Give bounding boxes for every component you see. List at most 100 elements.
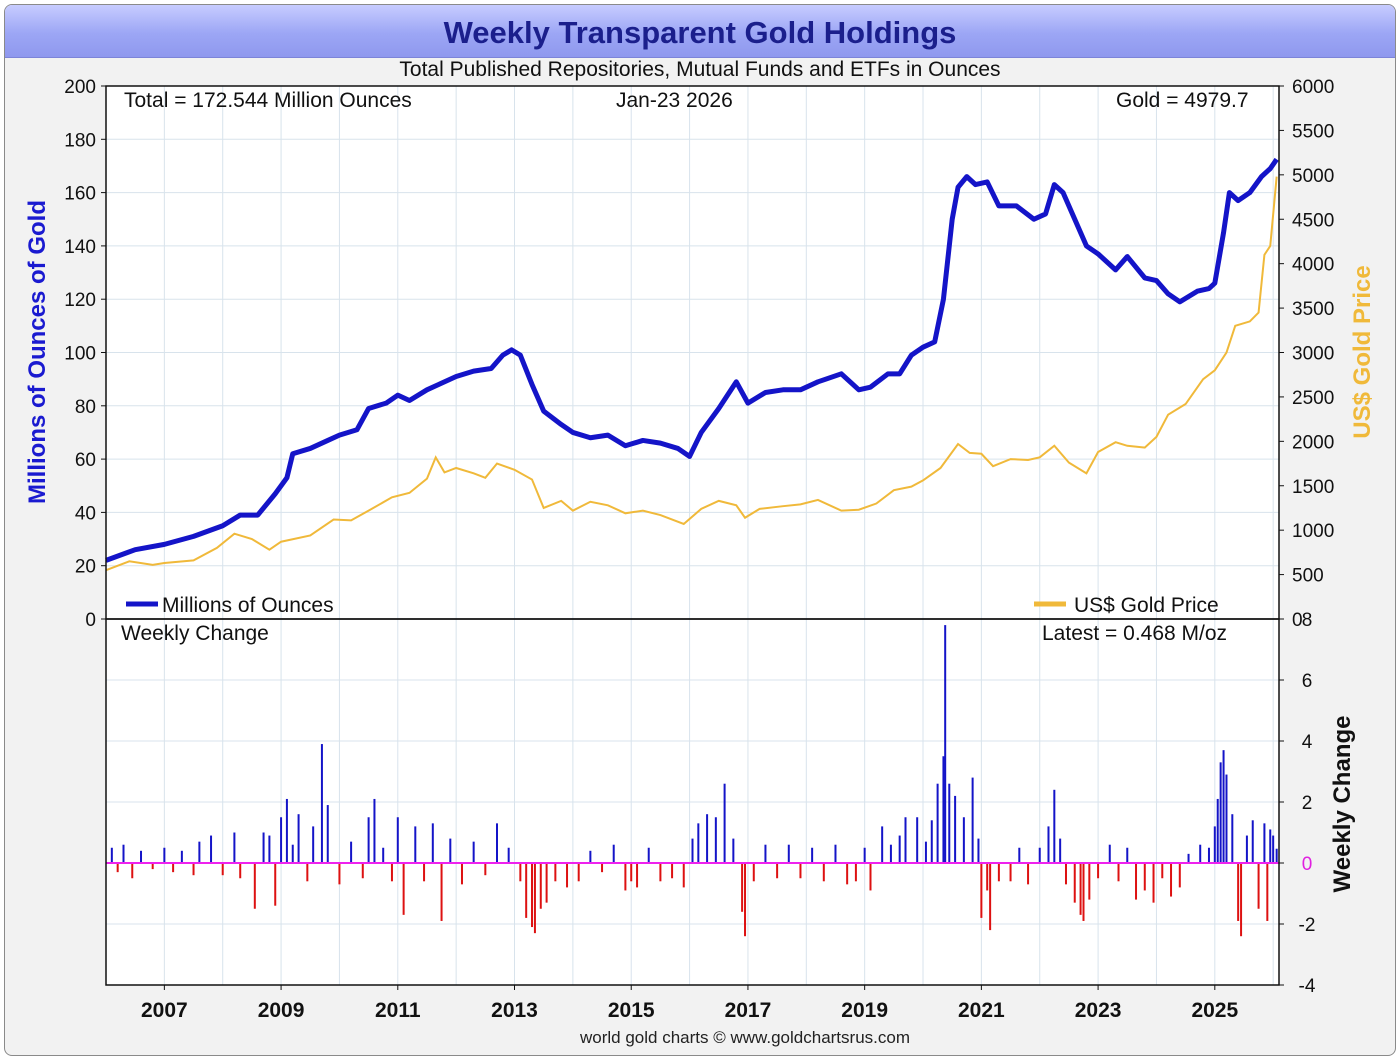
weekly-change-bar bbox=[1178, 863, 1181, 888]
x-tick-label: 2023 bbox=[1075, 999, 1122, 1022]
weekly-change-bar bbox=[752, 863, 755, 882]
weekly-change-bar bbox=[440, 863, 443, 921]
weekly-change-bar bbox=[846, 863, 849, 885]
weekly-change-bar bbox=[472, 841, 475, 863]
y-tick-label-left: 140 bbox=[64, 237, 96, 258]
x-tick-label: 2013 bbox=[491, 999, 538, 1022]
y-tick-label-right: 1000 bbox=[1292, 521, 1334, 542]
weekly-change-bar bbox=[390, 863, 393, 882]
weekly-change-bar bbox=[601, 863, 604, 873]
weekly-change-bar bbox=[1143, 863, 1146, 891]
weekly-change-bar bbox=[1161, 863, 1164, 879]
weekly-change-tick-label: -2 bbox=[1299, 915, 1316, 936]
weekly-change-bar bbox=[1108, 844, 1111, 863]
weekly-change-bar bbox=[414, 826, 417, 863]
weekly-change-bar bbox=[659, 863, 662, 882]
weekly-change-tick-label: 4 bbox=[1302, 732, 1313, 753]
weekly-change-bar bbox=[942, 756, 945, 863]
weekly-change-bar bbox=[980, 863, 983, 918]
weekly-change-bar bbox=[192, 863, 195, 876]
weekly-change-bar bbox=[589, 850, 592, 863]
weekly-change-tick-label: 6 bbox=[1302, 671, 1313, 692]
y-tick-label-left: 100 bbox=[64, 344, 96, 365]
weekly-change-bar bbox=[691, 838, 694, 863]
y-tick-label-right: 4500 bbox=[1292, 210, 1334, 231]
y-tick-label-left: 0 bbox=[85, 610, 96, 631]
weekly-change-bar bbox=[449, 838, 452, 863]
weekly-change-tick-label: 2 bbox=[1302, 793, 1313, 814]
weekly-change-bar bbox=[285, 798, 288, 863]
weekly-change-bar bbox=[496, 823, 498, 863]
weekly-change-bar bbox=[423, 863, 426, 882]
y-tick-label-right: 4000 bbox=[1292, 255, 1334, 276]
weekly-change-bar bbox=[460, 863, 463, 885]
weekly-change-bar bbox=[140, 850, 143, 863]
y-tick-label-right: 3000 bbox=[1292, 344, 1334, 365]
weekly-change-bar bbox=[936, 783, 939, 863]
weekly-change-bar bbox=[647, 847, 650, 863]
weekly-change-bar bbox=[1053, 789, 1056, 863]
weekly-change-bar bbox=[1231, 814, 1234, 863]
weekly-change-bar bbox=[971, 777, 974, 863]
weekly-change-bar bbox=[977, 838, 980, 863]
weekly-change-bar bbox=[1257, 863, 1260, 909]
weekly-change-bar bbox=[1018, 847, 1021, 863]
weekly-change-bar bbox=[531, 863, 534, 928]
weekly-change-bar bbox=[697, 823, 700, 863]
weekly-change-bar bbox=[1073, 863, 1076, 903]
holdings-line bbox=[105, 157, 1279, 563]
footer-credit: world gold charts © www.goldchartsrus.co… bbox=[580, 1028, 910, 1047]
weekly-change-bar bbox=[1117, 863, 1120, 882]
weekly-change-bar bbox=[198, 841, 201, 863]
latest-change-annotation: Latest = 0.468 M/oz bbox=[1042, 622, 1228, 645]
y-tick-label-right: 5500 bbox=[1292, 121, 1334, 142]
y-tick-label-right: 3500 bbox=[1292, 299, 1334, 320]
weekly-change-bar bbox=[1237, 863, 1240, 921]
weekly-change-bar bbox=[1266, 863, 1269, 921]
weekly-change-bar bbox=[1225, 774, 1228, 863]
weekly-change-bar bbox=[396, 817, 399, 863]
weekly-change-bar bbox=[274, 863, 277, 906]
weekly-change-bar bbox=[484, 863, 487, 876]
weekly-change-bar bbox=[744, 863, 747, 937]
y-tick-label-right: 500 bbox=[1292, 566, 1324, 587]
weekly-change-bar bbox=[172, 863, 175, 873]
weekly-change-bar bbox=[577, 863, 580, 882]
weekly-change-bar bbox=[863, 847, 866, 863]
y-tick-label-left: 160 bbox=[64, 184, 96, 205]
weekly-change-bar bbox=[834, 844, 837, 863]
weekly-change-bar bbox=[1269, 829, 1272, 863]
weekly-change-bar bbox=[519, 863, 522, 882]
weekly-change-bar bbox=[1027, 863, 1030, 885]
weekly-change-bar bbox=[554, 863, 557, 882]
weekly-change-bar bbox=[151, 863, 154, 870]
x-tick-label: 2011 bbox=[375, 999, 421, 1022]
weekly-change-bar bbox=[764, 844, 767, 863]
weekly-change-bar bbox=[533, 863, 536, 934]
y-tick-label-right: 0 bbox=[1292, 610, 1303, 631]
weekly-change-bar bbox=[1047, 826, 1050, 863]
weekly-change-bar bbox=[566, 863, 569, 888]
weekly-change-bar bbox=[1135, 863, 1138, 900]
weekly-change-bar bbox=[320, 744, 323, 863]
weekly-change-bar bbox=[1207, 847, 1210, 863]
weekly-change-bar bbox=[1009, 863, 1012, 882]
x-tick-label: 2021 bbox=[958, 999, 1005, 1022]
weekly-change-bar bbox=[233, 832, 236, 863]
y-tick-label-left: 200 bbox=[64, 77, 96, 98]
weekly-change-tick-label: -4 bbox=[1299, 976, 1316, 997]
x-tick-label: 2015 bbox=[608, 999, 655, 1022]
weekly-change-bar bbox=[367, 817, 370, 863]
weekly-change-bar bbox=[1187, 853, 1190, 863]
weekly-change-bar bbox=[507, 847, 510, 863]
weekly-change-bar bbox=[1219, 762, 1222, 863]
weekly-change-bar bbox=[262, 832, 265, 863]
weekly-change-bar bbox=[612, 844, 615, 863]
weekly-change-bar bbox=[822, 863, 825, 882]
weekly-change-bar bbox=[741, 863, 744, 912]
x-tick-label: 2009 bbox=[258, 999, 305, 1022]
y-tick-label-right: 5000 bbox=[1292, 166, 1334, 187]
weekly-change-bar bbox=[291, 844, 294, 863]
weekly-change-bar bbox=[402, 863, 405, 915]
total-holdings-annotation: Total = 172.544 Million Ounces bbox=[124, 89, 412, 112]
